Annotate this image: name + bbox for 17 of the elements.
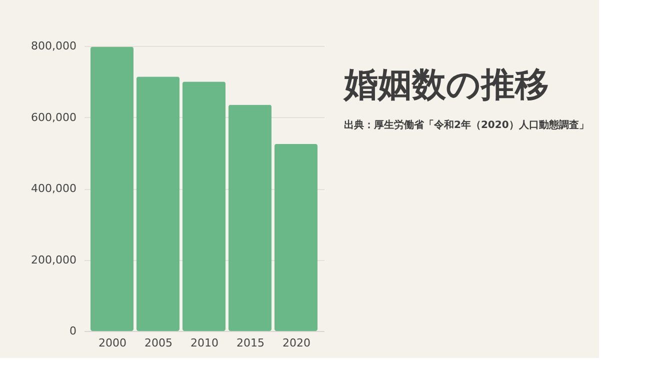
- bar: [228, 104, 272, 331]
- bar: [136, 76, 180, 331]
- x-tick-label: 2020: [282, 336, 310, 350]
- y-tick-label: 400,000: [31, 182, 76, 195]
- bar: [274, 144, 318, 331]
- text: 婚姻数の推移: [343, 65, 549, 105]
- bar: [90, 46, 134, 331]
- y-tick-label: 800,000: [31, 40, 76, 52]
- y-tick-label: 200,000: [31, 253, 76, 266]
- x-tick-label: 2015: [236, 336, 264, 350]
- bar: [182, 82, 226, 331]
- source-note: 出典：厚生労働省「令和2年（2020）人口動態調査」: [344, 119, 589, 131]
- x-tick-label: 2010: [190, 336, 218, 350]
- x-tick-label: 2000: [98, 336, 126, 350]
- x-tick-label: 2005: [144, 336, 172, 350]
- y-tick-label: 0: [70, 324, 76, 338]
- y-tick-label: 600,000: [31, 110, 76, 124]
